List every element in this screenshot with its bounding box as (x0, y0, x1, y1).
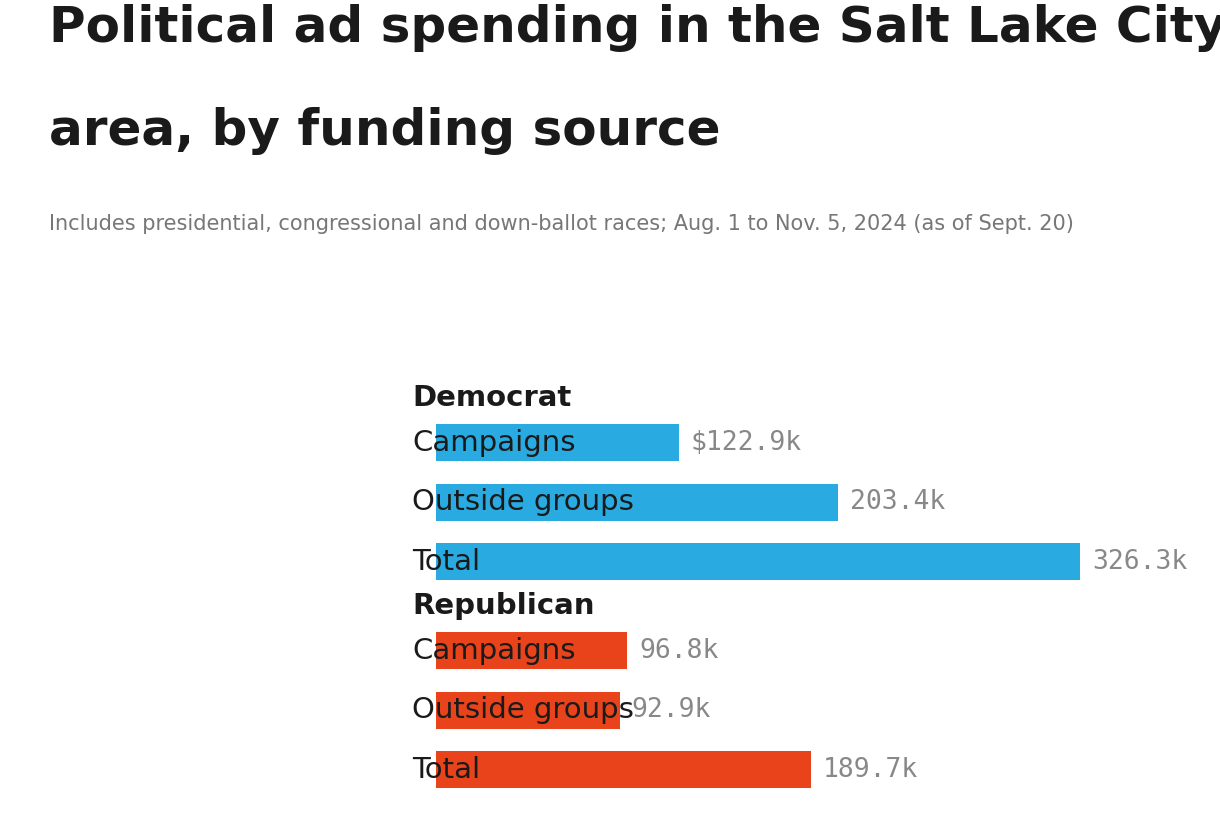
Text: Campaigns: Campaigns (412, 429, 576, 457)
Text: Political ad spending in the Salt Lake City metro: Political ad spending in the Salt Lake C… (49, 4, 1220, 52)
Text: Includes presidential, congressional and down-ballot races; Aug. 1 to Nov. 5, 20: Includes presidential, congressional and… (49, 214, 1074, 233)
Text: Outside groups: Outside groups (412, 488, 634, 516)
Text: Outside groups: Outside groups (412, 696, 634, 724)
Text: 203.4k: 203.4k (849, 489, 944, 515)
Text: 92.9k: 92.9k (632, 697, 711, 723)
Text: 96.8k: 96.8k (639, 638, 719, 664)
Bar (437, 751, 810, 788)
Text: area, by funding source: area, by funding source (49, 107, 720, 155)
Text: $122.9k: $122.9k (691, 430, 802, 455)
Text: Democrat: Democrat (412, 384, 572, 412)
Text: Campaigns: Campaigns (412, 637, 576, 665)
Bar (437, 424, 678, 461)
Bar (437, 692, 620, 729)
Text: 326.3k: 326.3k (1092, 548, 1187, 575)
Bar (437, 543, 1080, 580)
Text: Republican: Republican (412, 593, 595, 621)
Text: Total: Total (412, 756, 481, 784)
Text: 189.7k: 189.7k (822, 757, 917, 783)
Bar (437, 483, 838, 520)
Text: Total: Total (412, 547, 481, 575)
Bar (437, 632, 627, 669)
